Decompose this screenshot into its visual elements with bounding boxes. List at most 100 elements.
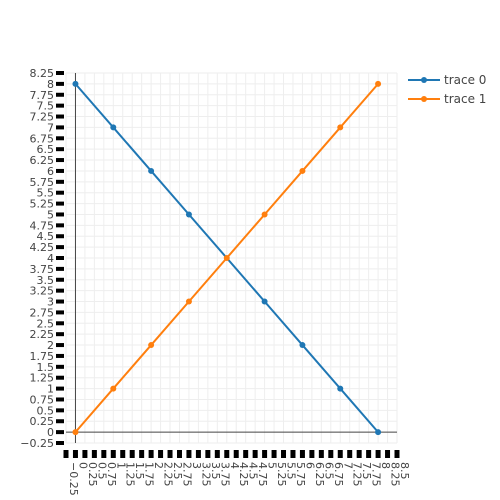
y-tick-mark <box>56 147 64 152</box>
x-tick-mark <box>252 450 258 458</box>
x-tick-label: 3.75 <box>218 462 231 487</box>
y-tick-mark <box>56 441 64 445</box>
x-tick-mark <box>148 450 154 458</box>
data-point-trace-0[interactable] <box>375 429 382 436</box>
x-tick-mark <box>120 450 126 458</box>
y-tick-mark <box>56 364 64 369</box>
legend-label-trace-0: trace 0 <box>444 72 487 87</box>
y-tick-label: 5.25 <box>30 198 55 211</box>
zero-lines <box>66 73 397 443</box>
y-tick-label: 7 <box>47 121 54 134</box>
data-point-trace-1[interactable] <box>72 429 79 436</box>
data-point-trace-0[interactable] <box>148 167 155 174</box>
x-tick-mark <box>167 450 173 458</box>
x-tick-label: 5.25 <box>275 462 288 487</box>
y-tick-label: 6 <box>47 165 54 178</box>
y-tick-mark <box>56 321 64 326</box>
data-point-trace-1[interactable] <box>299 167 306 174</box>
x-tick-mark <box>299 450 305 458</box>
data-point-trace-0[interactable] <box>110 124 117 131</box>
y-tick-label: 2.75 <box>30 306 55 319</box>
y-tick-label: 4.75 <box>30 219 55 232</box>
data-point-trace-1[interactable] <box>148 342 155 349</box>
y-tick-mark <box>56 386 64 391</box>
data-point-trace-1[interactable] <box>261 211 268 218</box>
x-tick-label: 8.25 <box>389 462 402 487</box>
legend-item-trace-0[interactable]: trace 0 <box>408 70 486 89</box>
data-point-trace-1[interactable] <box>110 385 117 392</box>
y-tick-mark <box>56 375 64 380</box>
x-tick-mark <box>347 450 353 458</box>
y-tick-label: 4 <box>47 252 54 265</box>
y-tick-label: 0.75 <box>30 393 55 406</box>
y-tick-mark <box>56 256 64 260</box>
y-tick-label: 1.75 <box>30 350 55 363</box>
x-tick-mark <box>214 450 220 458</box>
y-tick-mark <box>56 136 64 141</box>
x-axis: −0.2500.250.50.7511.251.51.7522.252.52.7… <box>63 450 411 496</box>
y-tick-mark <box>56 190 64 195</box>
y-tick-label: 2.5 <box>37 317 55 330</box>
y-tick-mark <box>56 223 64 228</box>
data-point-trace-0[interactable] <box>337 385 344 392</box>
y-tick-label: 1 <box>47 383 54 396</box>
x-tick-label: 0 <box>76 462 89 469</box>
x-tick-label: 5.75 <box>294 462 307 487</box>
x-tick-mark <box>63 450 69 458</box>
x-tick-mark <box>129 450 135 458</box>
y-tick-label: 0.25 <box>30 415 55 428</box>
y-tick-mark <box>56 266 64 271</box>
x-tick-mark <box>158 450 164 458</box>
y-tick-mark <box>56 168 64 173</box>
y-tick-mark <box>56 201 64 206</box>
y-tick-mark <box>56 103 64 108</box>
x-tick-label: 6 <box>303 462 316 469</box>
y-tick-mark <box>56 92 64 97</box>
legend-item-trace-1[interactable]: trace 1 <box>408 89 486 108</box>
y-tick-label: 8.25 <box>30 67 55 80</box>
data-point-trace-0[interactable] <box>299 342 306 349</box>
y-tick-label: 4.25 <box>30 241 55 254</box>
data-point-trace-0[interactable] <box>185 211 192 218</box>
legend-label-trace-1: trace 1 <box>444 91 487 106</box>
y-tick-label: 7.5 <box>37 100 55 113</box>
y-tick-mark <box>56 81 64 86</box>
data-point-trace-0[interactable] <box>261 298 268 305</box>
data-point-trace-0[interactable] <box>72 80 79 87</box>
y-tick-label: 2.25 <box>30 328 55 341</box>
x-tick-label: 7.75 <box>370 462 383 487</box>
y-tick-label: 4.5 <box>37 230 55 243</box>
data-point-trace-1[interactable] <box>375 80 382 87</box>
x-tick-mark <box>110 450 116 458</box>
x-tick-mark <box>186 450 192 458</box>
x-tick-mark <box>394 450 400 458</box>
x-tick-label: 8 <box>379 462 392 469</box>
legend-swatch-trace-1 <box>408 95 440 102</box>
x-tick-label: 2.75 <box>180 462 193 487</box>
x-tick-mark <box>271 450 277 458</box>
y-tick-label: 7.75 <box>30 89 55 102</box>
y-tick-label: 1.25 <box>30 372 55 385</box>
x-tick-label: 6.25 <box>313 462 326 487</box>
x-tick-label: 4.25 <box>237 462 250 487</box>
y-tick-mark <box>56 234 64 239</box>
x-tick-mark <box>101 450 107 458</box>
x-tick-label: 1 <box>114 462 127 469</box>
legend: trace 0 trace 1 <box>408 70 486 108</box>
data-point-trace-1[interactable] <box>185 298 192 305</box>
y-tick-mark <box>56 114 64 119</box>
x-tick-label: 1.5 <box>133 462 146 480</box>
y-tick-mark <box>56 353 64 358</box>
x-tick-label: 3.5 <box>209 462 222 480</box>
data-point-trace-1[interactable] <box>223 255 230 261</box>
x-tick-label: 6.5 <box>322 462 335 480</box>
y-tick-label: 0.5 <box>37 404 55 417</box>
x-tick-label: 2.25 <box>162 462 175 487</box>
x-tick-mark <box>328 450 334 458</box>
y-tick-label: −0.25 <box>20 437 54 450</box>
y-tick-mark <box>56 212 64 217</box>
x-tick-label: 5 <box>266 462 279 469</box>
y-tick-label: 0 <box>47 426 54 439</box>
data-point-trace-1[interactable] <box>337 124 344 131</box>
x-tick-mark <box>318 450 324 458</box>
